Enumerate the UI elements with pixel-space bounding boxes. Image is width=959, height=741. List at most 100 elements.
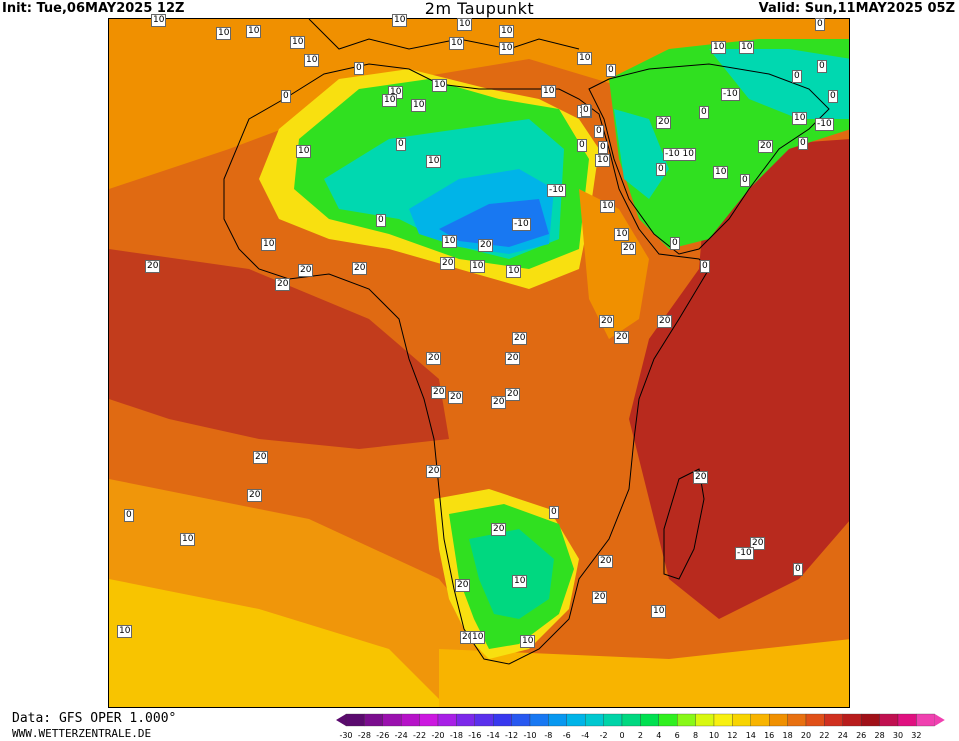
legend-swatch [419,713,439,727]
contour-label: 20 [455,579,471,592]
contour-label: 0 [798,137,808,150]
legend-tick-label: -24 [395,731,408,740]
contour-label: 20 [598,555,614,568]
contour-label: 10 [470,260,486,273]
field-arabia-cyan-2 [614,109,669,199]
legend-tick-label: 16 [764,731,774,740]
legend-tick-label: -22 [413,731,426,740]
legend-tick-label: 10 [709,731,719,740]
legend-swatch [640,713,659,727]
contour-label: 20 [352,262,368,275]
contour-label: 20 [512,332,528,345]
contour-label: 0 [396,138,406,151]
contour-label: 20 [656,116,672,129]
legend-swatch [750,713,770,727]
map-canvas [109,19,849,707]
contour-label: 0 [124,509,134,522]
contour-label: 10 [541,85,557,98]
contour-label: 20 [426,352,442,365]
website-url: WWW.WETTERZENTRALE.DE [12,727,152,740]
legend-tick-label: 26 [856,731,866,740]
coastline-africa [223,63,710,665]
contour-label: 10 [577,52,593,65]
init-time: Init: Tue,06MAY2025 12Z [2,1,185,16]
legend-swatch [916,713,935,727]
legend-swatch [713,713,733,727]
contour-label: 10 [296,145,312,158]
legend-swatch [382,713,402,727]
legend-tick-label: -4 [581,731,589,740]
field-atlantic-warm [109,249,449,449]
legend-swatch [805,713,825,727]
legend-tick-label: 20 [801,731,811,740]
field-south-africa-teal [469,529,554,619]
contour-label: 20 [478,239,494,252]
contour-label: 10 [711,41,727,54]
contour-label: 20 [491,523,507,536]
contour-label: 10 [411,99,427,112]
legend-swatch [548,713,567,727]
contour-label: -10 [815,118,834,131]
legend-tick-label: 2 [638,731,643,740]
color-legend: -30 -28 -26 -24 -22 -20 -18 -16 -14 -12 -10 -8 -6 -4-… [336,713,945,740]
contour-label: 20 [750,537,766,550]
contour-label: 20 [431,386,447,399]
legend-swatch [897,713,917,727]
contour-label: 10 [392,14,408,27]
valid-time: Valid: Sun,11MAY2025 05Z [758,1,955,16]
legend-tick-label: 32 [911,731,921,740]
contour-label: 10 [614,228,630,241]
contour-label: 20 [505,388,521,401]
contour-label: 10 [382,94,398,107]
contour-label: 10 [180,533,196,546]
contour-label: 0 [598,141,608,154]
contour-label: 0 [281,90,291,103]
contour-label: 10 [792,112,808,125]
map-title: 2m Taupunkt [424,0,535,18]
legend-swatch [437,713,457,727]
legend-swatch [787,713,807,727]
contour-label: 0 [581,104,591,117]
legend-swatch [842,713,862,727]
contour-label: 10 [449,37,465,50]
contour-label: -10 [547,184,566,197]
contour-label: 10 [739,41,755,54]
legend-tick-label: -30 [339,731,352,740]
legend-tick-label: 18 [783,731,793,740]
contour-label: 0 [606,64,616,77]
contour-label: 20 [448,391,464,404]
legend-tick-label: -2 [600,731,608,740]
contour-label: 0 [792,70,802,83]
contour-label: 20 [298,264,314,277]
contour-label: 0 [817,60,827,73]
contour-label: 20 [440,257,456,270]
legend-tick-label: -8 [544,731,552,740]
legend-swatch [658,713,678,727]
contour-label: 10 [426,155,442,168]
contour-label: 10 [442,235,458,248]
coastline-europe [308,19,580,50]
legend-tick-label: -14 [487,731,500,740]
legend-tick-label: 22 [819,731,829,740]
legend-tick-label: -6 [563,731,571,740]
contour-label: 10 [261,238,277,251]
contour-label: 0 [700,260,710,273]
legend-swatch [824,713,843,727]
contour-label: 20 [621,242,637,255]
contour-label: 0 [354,62,364,75]
legend-tick-label: 14 [746,731,756,740]
legend-tick-label: -18 [450,731,463,740]
field-sahara-deep [439,199,549,247]
contour-label: 10 [470,631,486,644]
legend-swatch [566,713,586,727]
contour-label: 20 [275,278,291,291]
contour-label: 20 [145,260,161,273]
legend-tick-label: 12 [727,731,737,740]
legend-swatch [585,713,604,727]
legend-tick-label: -26 [376,731,389,740]
contour-label: 10 [595,154,611,167]
contour-label: 10 [651,605,667,618]
contour-label: 10 [117,625,133,638]
legend-tick-label: 24 [838,731,848,740]
field-arabia-cyan [709,49,849,119]
